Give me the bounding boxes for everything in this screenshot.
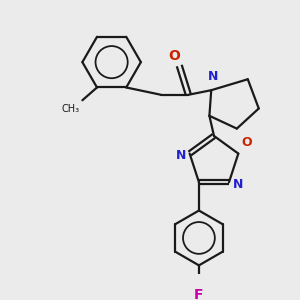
Text: N: N <box>233 178 243 190</box>
Text: N: N <box>208 70 218 83</box>
Text: O: O <box>169 49 181 63</box>
Text: CH₃: CH₃ <box>61 104 80 114</box>
Text: F: F <box>194 288 204 300</box>
Text: O: O <box>241 136 252 149</box>
Text: N: N <box>176 149 186 162</box>
